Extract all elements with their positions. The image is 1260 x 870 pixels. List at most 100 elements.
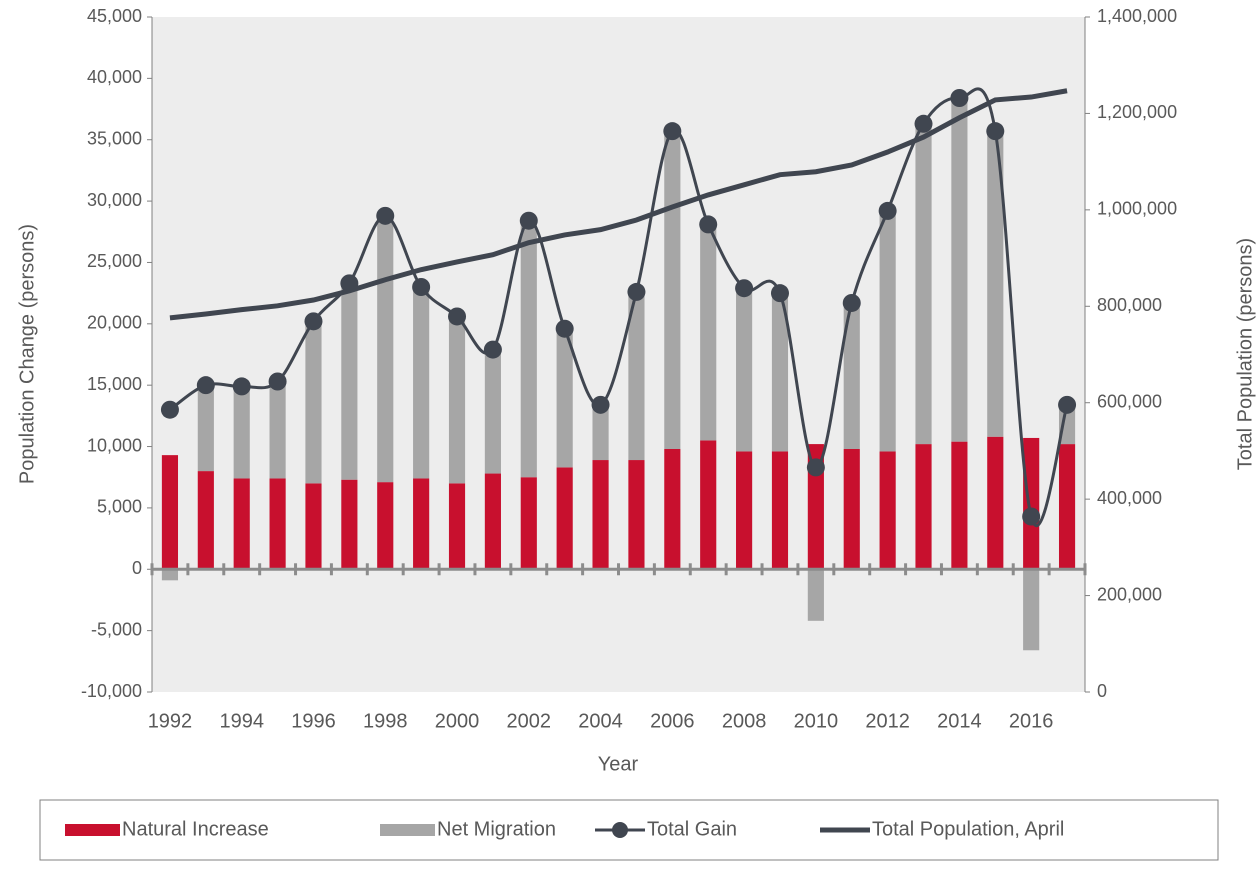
x-tick-label: 2010: [794, 710, 839, 732]
bar: [951, 441, 968, 570]
bar: [484, 473, 501, 570]
x-tick-label: 2008: [722, 710, 767, 732]
y-axis-label: Population Change (persons): [16, 224, 38, 484]
y-tick-label: 40,000: [87, 67, 142, 87]
bar: [341, 283, 358, 480]
y-tick-label: 30,000: [87, 190, 142, 210]
gain-marker: [304, 312, 323, 331]
y-tick-label: 0: [132, 558, 142, 578]
gain-marker: [1022, 507, 1041, 526]
bar: [771, 451, 789, 570]
legend-swatch: [65, 824, 120, 836]
bar: [161, 455, 179, 570]
bar: [879, 451, 896, 570]
gain-marker: [806, 458, 825, 477]
bar: [807, 569, 824, 621]
y2-tick-label: 400,000: [1097, 488, 1162, 508]
bar: [556, 328, 573, 468]
y2-tick-label: 800,000: [1097, 295, 1162, 315]
bar: [915, 123, 932, 445]
bar: [269, 478, 286, 570]
gain-marker: [735, 279, 754, 298]
gain-marker: [950, 89, 969, 107]
legend-label: Net Migration: [437, 818, 556, 840]
gain-marker: [232, 377, 251, 396]
gain-marker: [627, 282, 646, 301]
gain-marker: [878, 201, 897, 220]
bar: [341, 479, 358, 570]
population-line: [169, 88, 1068, 321]
y2-tick-label: 200,000: [1097, 584, 1162, 604]
legend-marker: [612, 822, 628, 838]
bar: [161, 569, 179, 581]
gain-marker: [770, 284, 789, 303]
bar: [305, 321, 322, 484]
bar: [987, 436, 1004, 570]
x-tick-label: 2000: [435, 710, 480, 732]
x-tick-label: 1992: [148, 710, 193, 732]
y-tick-label: 45,000: [87, 6, 142, 26]
y-tick-label: 35,000: [87, 128, 142, 148]
bar: [233, 478, 250, 570]
y-tick-label: 25,000: [87, 251, 142, 271]
y-tick-label: 10,000: [87, 435, 142, 455]
bar: [700, 224, 717, 441]
bar: [628, 460, 645, 570]
y2-tick-label: 1,400,000: [1097, 6, 1177, 26]
bar: [843, 449, 860, 570]
bar: [664, 449, 681, 570]
y-tick-label: -10,000: [81, 681, 142, 701]
gain-marker: [196, 376, 215, 395]
bar: [951, 98, 968, 442]
gain-marker: [591, 395, 610, 414]
bar: [305, 483, 322, 570]
x-tick-label: 1996: [291, 710, 336, 732]
bar: [592, 404, 609, 461]
bar: [413, 287, 430, 479]
x-tick-label: 2002: [507, 710, 552, 732]
y-tick-label: 5,000: [97, 497, 142, 517]
gain-marker: [160, 400, 179, 419]
bar: [592, 460, 609, 570]
gain-marker: [448, 307, 467, 326]
bar: [843, 302, 860, 449]
x-tick-label: 1998: [363, 710, 408, 732]
bar: [1058, 444, 1076, 570]
gain-marker: [555, 319, 574, 338]
y2-axis-label: Total Population (persons): [1234, 238, 1256, 470]
legend-swatch: [380, 824, 435, 836]
bar: [915, 444, 932, 570]
bar: [700, 440, 717, 570]
gain-marker: [663, 122, 682, 141]
bar: [1058, 404, 1076, 445]
gain-marker: [986, 122, 1005, 141]
bar: [448, 316, 466, 484]
y-tick-label: 20,000: [87, 313, 142, 333]
bar: [448, 483, 466, 570]
gain-marker: [483, 340, 502, 359]
bar: [520, 220, 537, 478]
y2-tick-label: 1,200,000: [1097, 102, 1177, 122]
bar: [628, 291, 645, 461]
bar: [879, 210, 896, 452]
x-tick-label: 2016: [1009, 710, 1054, 732]
gain-marker: [914, 114, 933, 133]
bar: [197, 471, 214, 570]
bar: [1023, 437, 1040, 570]
x-tick-label: 1994: [219, 710, 264, 732]
gain-marker: [376, 206, 395, 225]
plot-area: [152, 17, 1085, 692]
bar: [484, 349, 501, 474]
legend-label: Total Population, April: [872, 818, 1064, 840]
bar: [269, 381, 286, 479]
bar: [556, 467, 573, 570]
bar: [197, 385, 214, 472]
bar: [736, 288, 753, 452]
bar: [233, 386, 250, 479]
bar: [1023, 569, 1040, 651]
gain-marker: [268, 372, 287, 391]
y2-tick-label: 600,000: [1097, 391, 1162, 411]
y2-tick-label: 1,000,000: [1097, 199, 1177, 219]
bar: [520, 477, 537, 570]
